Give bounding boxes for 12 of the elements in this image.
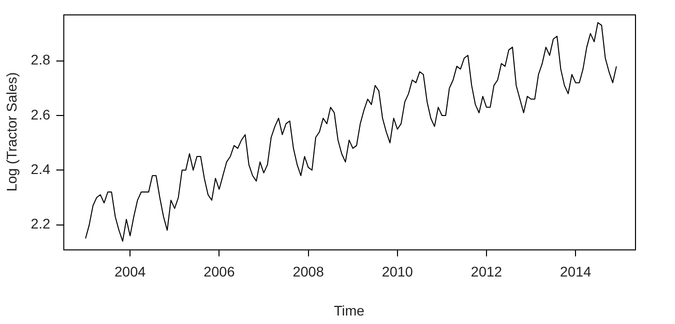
x-tick-label: 2010 bbox=[382, 264, 414, 280]
y-tick-label: 2.4 bbox=[30, 161, 50, 178]
x-tick-label: 2012 bbox=[470, 264, 502, 280]
x-tick-label: 2014 bbox=[560, 264, 592, 280]
x-tick-label: 2008 bbox=[292, 264, 324, 280]
y-tick-label: 2.6 bbox=[30, 106, 50, 122]
x-tick-label: 2004 bbox=[114, 264, 146, 280]
x-tick-label: 2006 bbox=[204, 264, 235, 280]
y-tick-label: 2.8 bbox=[30, 52, 50, 68]
x-axis-title: Time bbox=[334, 302, 365, 318]
y-axis-title: Log (Tractor Sales) bbox=[3, 72, 20, 192]
y-tick-label: 2.2 bbox=[30, 216, 50, 232]
